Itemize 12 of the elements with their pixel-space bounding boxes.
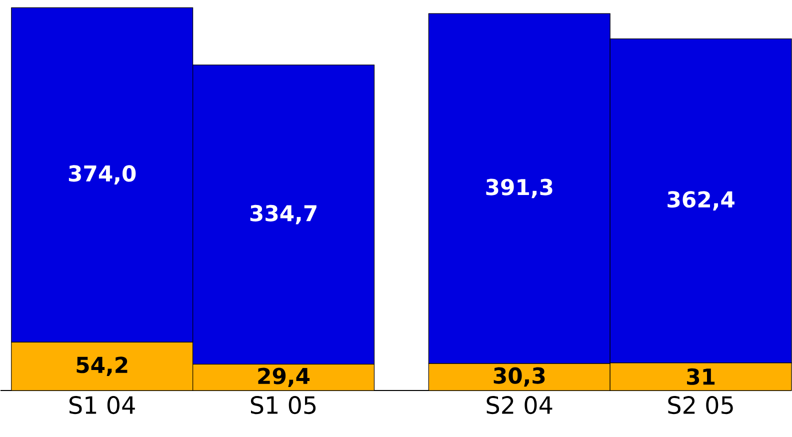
data-label: 374,0	[68, 164, 136, 184]
data-label: 31	[687, 368, 715, 385]
data-label: 391,3	[486, 178, 552, 198]
data-label: 29,4	[258, 367, 310, 387]
data-label: 54,2	[76, 356, 128, 376]
data-label: 30,3	[494, 367, 545, 386]
data-label: 334,7	[250, 204, 316, 224]
data-label: 362,4	[668, 190, 734, 210]
x-tick-label: S2 05	[668, 396, 733, 414]
x-tick-label: S1 04	[70, 396, 135, 414]
x-tick-label: S1 05	[250, 396, 316, 414]
x-tick-label: S2 04	[486, 396, 552, 414]
